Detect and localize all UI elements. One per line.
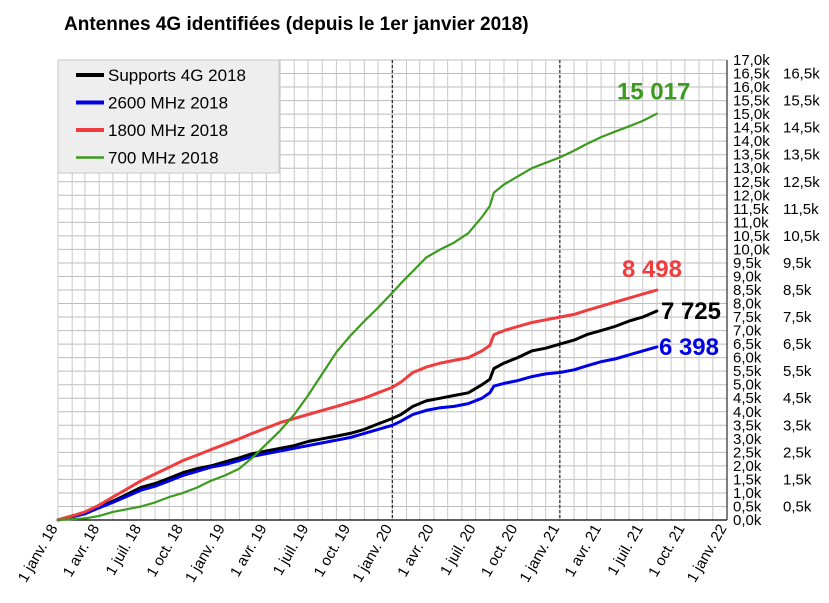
x-tick-label: 1 avr. 19 (227, 522, 270, 580)
y-tick-label: 6,5k (733, 336, 762, 353)
chart-title: Antennes 4G identifiées (depuis le 1er j… (64, 14, 529, 35)
y-tick-label: 11,5k (733, 201, 769, 218)
y-tick-label-secondary: 2,5k (783, 444, 812, 461)
y-tick-label: 9,0k (733, 268, 762, 285)
legend-label: 700 MHz 2018 (108, 149, 219, 168)
legend-label: Supports 4G 2018 (108, 66, 246, 85)
vertical-markers (391, 60, 561, 520)
y-tick-label: 16,5k (733, 66, 770, 83)
x-tick-label: 1 avr. 20 (394, 522, 437, 580)
y-tick-label-secondary: 7,5k (783, 309, 812, 326)
y-tick-label-secondary: 15,5k (783, 93, 820, 110)
y-tick-label: 8,0k (733, 296, 762, 313)
x-tick-label: 1 juil. 18 (102, 522, 145, 579)
y-tick-label-secondary: 5,5k (783, 363, 812, 380)
y-tick-label: 9,5k (733, 255, 762, 272)
y-tick-label-secondary: 14,5k (783, 120, 820, 137)
y-tick-label: 4,5k (733, 390, 762, 407)
y-tick-label-secondary: 13,5k (783, 147, 820, 164)
y-tick-label: 0,5k (733, 498, 762, 515)
x-tick-label: 1 janv. 20 (349, 522, 396, 586)
y-tick-label: 7,5k (733, 309, 762, 326)
y-tick-label: 6,0k (733, 350, 762, 367)
y-tick-label: 8,5k (733, 282, 762, 299)
series-line (56, 345, 659, 522)
y-tick-label: 12,5k (733, 174, 770, 191)
y-tick-label: 10,0k (733, 241, 770, 258)
y-tick-label-secondary: 9,5k (783, 255, 812, 272)
y-tick-label: 15,5k (733, 93, 770, 110)
y-tick-label: 14,0k (733, 133, 770, 150)
y-tick-label: 5,5k (733, 363, 762, 380)
y-tick-label-secondary: 0,5k (783, 498, 812, 515)
y-tick-label-secondary: 10,5k (783, 228, 820, 245)
series-line (56, 112, 659, 522)
end-labels: 7 725 6 398 8 498 15 017 (617, 79, 721, 361)
series-line (56, 288, 659, 522)
y-tick-label: 17,0k (733, 52, 770, 69)
y-tick-label: 13,5k (733, 147, 770, 164)
y-tick-label: 14,5k (733, 120, 770, 137)
end-value-label: 8 498 (622, 256, 682, 283)
series-line (56, 309, 659, 522)
x-tick-label: 1 juil. 19 (270, 522, 313, 579)
y-tick-label-secondary: 8,5k (783, 282, 812, 299)
x-tick-label: 1 juil. 20 (437, 522, 480, 579)
legend-label: 1800 MHz 2018 (108, 121, 228, 140)
y-tick-label: 1,0k (733, 485, 762, 502)
y-tick-label-secondary: 16,5k (783, 66, 820, 83)
x-tick-label: 1 janv. 19 (182, 522, 229, 586)
x-tick-label: 1 oct. 19 (311, 522, 354, 580)
y-tick-label: 3,5k (733, 417, 762, 434)
y-tick-label: 2,0k (733, 458, 762, 475)
y-tick-label: 1,5k (733, 471, 762, 488)
y-tick-label: 5,0k (733, 377, 762, 394)
x-tick-label: 1 janv. 21 (517, 522, 564, 586)
y-tick-label: 12,0k (733, 187, 770, 204)
legend-label: 2600 MHz 2018 (108, 94, 228, 113)
y-tick-label: 4,0k (733, 404, 762, 421)
y-tick-label-secondary: 3,5k (783, 417, 812, 434)
legend: Supports 4G 2018 2600 MHz 2018 1800 MHz 20… (57, 59, 280, 174)
x-tick-label: 1 juil. 21 (604, 522, 647, 579)
y-tick-label: 15,0k (733, 106, 770, 123)
y-tick-label: 10,5k (733, 228, 770, 245)
y-tick-label: 2,5k (733, 444, 762, 461)
series-lines (56, 112, 659, 522)
legend-box (57, 59, 280, 174)
y-tick-label: 7,0k (733, 323, 762, 340)
y-tick-label: 16,0k (733, 79, 770, 96)
y-tick-label-secondary: 4,5k (783, 390, 812, 407)
x-tick-label: 1 avr. 18 (60, 522, 103, 580)
x-tick-label: 1 oct. 21 (645, 522, 688, 580)
x-tick-label: 1 oct. 20 (478, 522, 521, 580)
x-tick-label: 1 oct. 18 (143, 522, 186, 580)
y-tick-label: 11,0k (733, 214, 769, 231)
y-tick-label-secondary: 11,5k (783, 201, 819, 218)
y-tick-label-secondary: 1,5k (783, 471, 812, 488)
end-value-label: 7 725 (661, 298, 721, 325)
x-tick-label: 1 avr. 21 (562, 522, 605, 580)
x-tick-label: 1 janv. 18 (15, 522, 62, 586)
y-tick-label-secondary: 6,5k (783, 336, 812, 353)
y-tick-label-secondary: 12,5k (783, 174, 820, 191)
y-tick-label: 3,0k (733, 431, 762, 448)
y-tick-label: 0,0k (733, 512, 762, 529)
end-value-label: 6 398 (659, 334, 719, 361)
y-tick-label: 13,0k (733, 160, 770, 177)
end-value-label: 15 017 (617, 79, 690, 106)
x-tick-label: 1 janv. 22 (684, 522, 731, 586)
